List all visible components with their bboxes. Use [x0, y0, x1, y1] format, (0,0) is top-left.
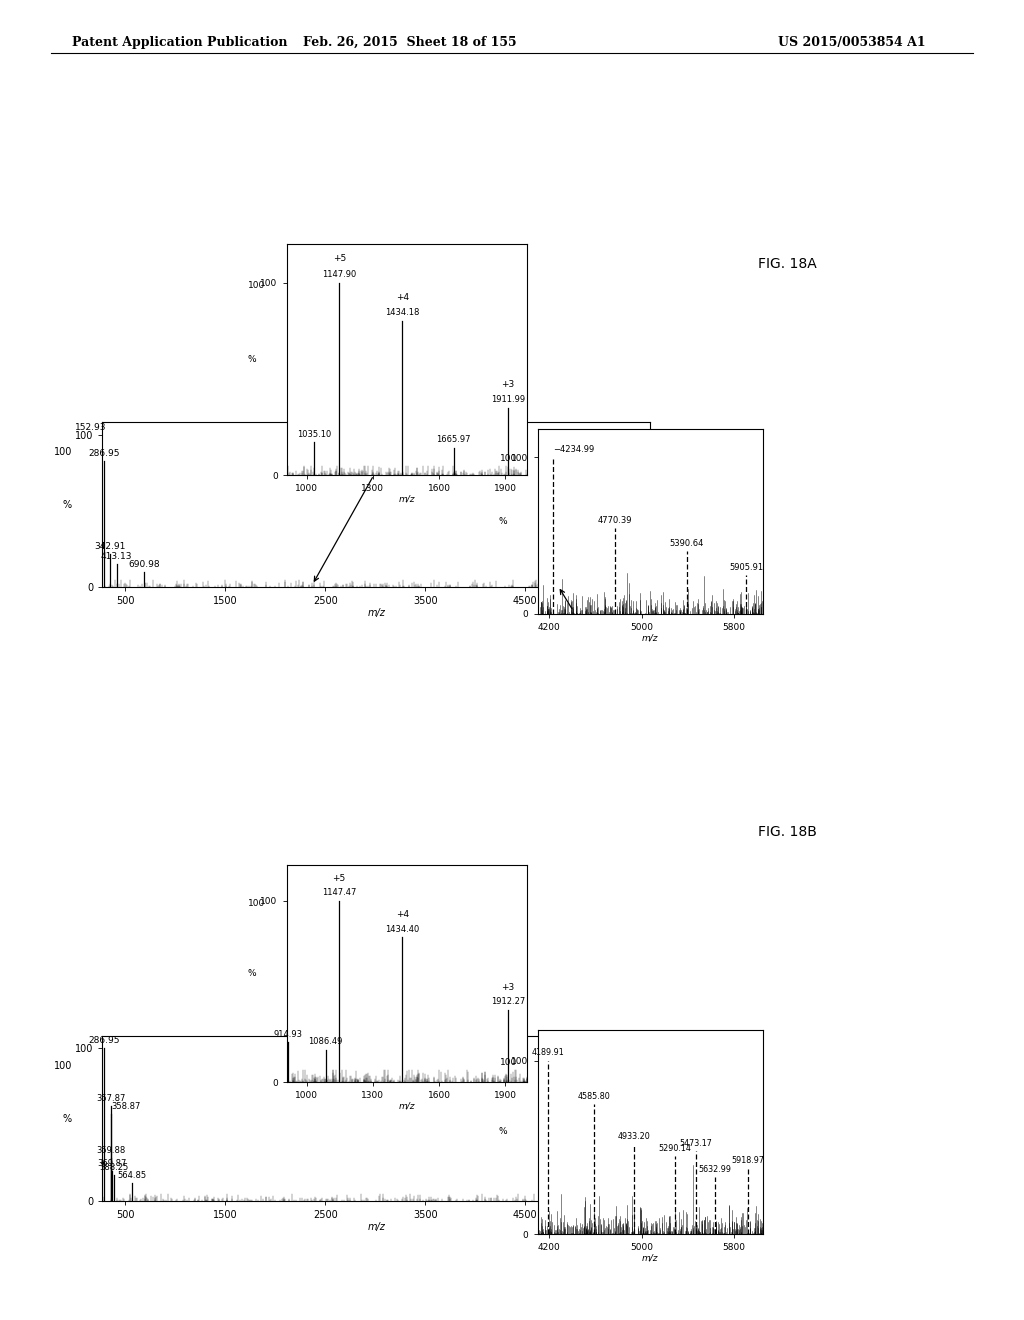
- Text: 4770.39: 4770.39: [598, 516, 632, 524]
- Text: −4234.99: −4234.99: [553, 445, 595, 454]
- Text: 342.91: 342.91: [94, 541, 125, 550]
- Text: 5473.17: 5473.17: [680, 1139, 713, 1147]
- Text: 1911.99: 1911.99: [490, 395, 525, 404]
- Text: 100: 100: [54, 1061, 73, 1071]
- Text: 4189.91: 4189.91: [531, 1048, 564, 1057]
- Text: 5290.14: 5290.14: [658, 1143, 691, 1152]
- Text: 5918.97: 5918.97: [731, 1156, 764, 1164]
- Text: 100: 100: [500, 454, 517, 463]
- Text: 690.98: 690.98: [129, 560, 161, 569]
- Text: 358.87: 358.87: [112, 1102, 140, 1111]
- Text: +3: +3: [502, 982, 515, 991]
- X-axis label: m/z: m/z: [398, 495, 416, 504]
- Text: +4: +4: [396, 293, 409, 302]
- Text: 1035.10: 1035.10: [297, 429, 332, 438]
- Text: +3: +3: [502, 380, 514, 388]
- Text: +4: +4: [396, 909, 409, 919]
- Text: 100: 100: [248, 281, 265, 290]
- Text: 152.93: 152.93: [75, 422, 106, 432]
- Text: FIG. 18A: FIG. 18A: [758, 257, 816, 271]
- X-axis label: m/z: m/z: [368, 1221, 385, 1232]
- Text: 100: 100: [248, 899, 265, 908]
- Text: 413.13: 413.13: [101, 553, 132, 561]
- X-axis label: m/z: m/z: [642, 634, 658, 643]
- Text: 100: 100: [500, 1057, 517, 1067]
- Text: 286.95: 286.95: [88, 449, 120, 458]
- Text: 369.87: 369.87: [97, 1159, 127, 1168]
- Text: 5632.99: 5632.99: [698, 1164, 731, 1173]
- Y-axis label: %: %: [248, 969, 256, 978]
- Text: 100: 100: [54, 447, 73, 457]
- Text: Patent Application Publication: Patent Application Publication: [72, 36, 287, 49]
- Y-axis label: %: %: [499, 1127, 507, 1137]
- Y-axis label: %: %: [62, 1114, 72, 1123]
- Text: 1086.49: 1086.49: [308, 1038, 343, 1045]
- Text: 564.85: 564.85: [118, 1171, 146, 1180]
- Text: 1434.40: 1434.40: [385, 924, 420, 933]
- Text: 359.88: 359.88: [96, 1146, 126, 1155]
- Text: FIG. 18B: FIG. 18B: [758, 825, 816, 838]
- Y-axis label: %: %: [62, 500, 72, 510]
- Text: 4585.80: 4585.80: [578, 1092, 610, 1101]
- X-axis label: m/z: m/z: [398, 1102, 416, 1111]
- Text: 4933.20: 4933.20: [617, 1131, 650, 1140]
- Text: 5905.91: 5905.91: [729, 562, 763, 572]
- Text: 1147.90: 1147.90: [323, 269, 356, 279]
- Y-axis label: %: %: [499, 517, 507, 525]
- Text: +5: +5: [333, 255, 346, 264]
- Text: 914.93: 914.93: [273, 1030, 302, 1039]
- Text: +5: +5: [333, 874, 346, 883]
- Text: 388.25: 388.25: [99, 1163, 129, 1172]
- Text: 5390.64: 5390.64: [670, 539, 703, 548]
- Text: 286.95: 286.95: [88, 1036, 120, 1045]
- X-axis label: m/z: m/z: [368, 607, 385, 618]
- Text: 1434.18: 1434.18: [385, 309, 420, 317]
- Text: 1665.97: 1665.97: [436, 436, 471, 445]
- Text: 1912.27: 1912.27: [490, 997, 525, 1006]
- Y-axis label: %: %: [248, 355, 256, 364]
- X-axis label: m/z: m/z: [642, 1254, 658, 1263]
- Text: 1147.47: 1147.47: [322, 888, 356, 898]
- Text: 357.87: 357.87: [96, 1094, 126, 1104]
- Text: US 2015/0053854 A1: US 2015/0053854 A1: [778, 36, 926, 49]
- Text: Feb. 26, 2015  Sheet 18 of 155: Feb. 26, 2015 Sheet 18 of 155: [303, 36, 516, 49]
